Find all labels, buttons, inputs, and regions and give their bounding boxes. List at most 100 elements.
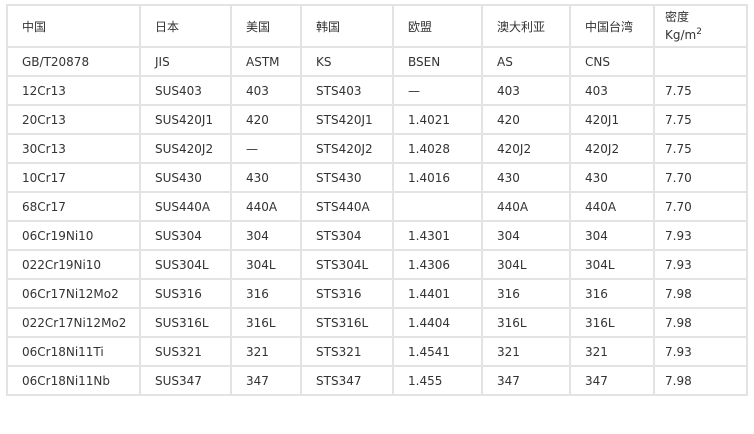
header-australia: 澳大利亚 [481, 4, 571, 48]
table-cell: 347 [481, 365, 571, 396]
table-row: 06Cr19Ni10 SUS304 304 STS304 1.4301 304 304 7.9… [6, 220, 748, 251]
table-cell: 430 [481, 162, 571, 193]
table-cell: 316 [481, 278, 571, 309]
table-cell: 1.4541 [392, 336, 483, 367]
table-cell: SUS420J2 [139, 133, 232, 164]
table-cell: 403 [481, 75, 571, 106]
table-cell: 304 [230, 220, 302, 251]
table-cell: STS403 [300, 75, 394, 106]
table-cell: 304L [481, 249, 571, 280]
table-cell: 316 [230, 278, 302, 309]
table-row: 20Cr13 SUS420J1 420 STS420J1 1.4021 420 420J1 7… [6, 104, 748, 135]
table-row: 022Cr19Ni10 SUS304L 304L STS304L 1.4306 304L 3… [6, 249, 748, 280]
header-usa: 美国 [230, 4, 302, 48]
header-japan: 日本 [139, 4, 232, 48]
table-cell: 12Cr13 [6, 75, 141, 106]
table-cell: 304 [569, 220, 655, 251]
table-cell: 347 [569, 365, 655, 396]
header-china: 中国 [6, 4, 141, 48]
table-cell: SUS316L [139, 307, 232, 338]
table-cell: 321 [569, 336, 655, 367]
table-cell: 440A [481, 191, 571, 222]
table-cell: 06Cr18Ni11Ti [6, 336, 141, 367]
table-cell: STS316L [300, 307, 394, 338]
table-cell: 7.93 [653, 336, 748, 367]
table-cell: 316L [569, 307, 655, 338]
table-cell: 68Cr17 [6, 191, 141, 222]
table-cell: STS430 [300, 162, 394, 193]
table-cell: KS [300, 46, 394, 77]
table-cell: 420 [230, 104, 302, 135]
table-cell: STS304L [300, 249, 394, 280]
table-cell: 30Cr13 [6, 133, 141, 164]
table-cell: 304L [230, 249, 302, 280]
table-cell: 10Cr17 [6, 162, 141, 193]
table-cell: BSEN [392, 46, 483, 77]
table-cell: 022Cr17Ni12Mo2 [6, 307, 141, 338]
table-cell: 403 [569, 75, 655, 106]
table-cell: SUS403 [139, 75, 232, 106]
table-cell: 7.93 [653, 249, 748, 280]
table-cell: STS347 [300, 365, 394, 396]
table-cell: 420J2 [569, 133, 655, 164]
table-cell: SUS321 [139, 336, 232, 367]
table-cell: 430 [569, 162, 655, 193]
table-cell: 7.98 [653, 307, 748, 338]
table-cell: 420J1 [569, 104, 655, 135]
header-eu: 欧盟 [392, 4, 483, 48]
density-unit-exponent: 2 [696, 26, 702, 37]
table-cell: SUS304L [139, 249, 232, 280]
header-density: 密度 Kg/m2 [653, 4, 748, 48]
header-row: 中国 日本 美国 韩国 欧盟 澳大利亚 中国台湾 密度 Kg/m2 [6, 4, 748, 48]
header-taiwan: 中国台湾 [569, 4, 655, 48]
table-cell: ASTM [230, 46, 302, 77]
table-cell: 321 [481, 336, 571, 367]
table-cell: GB/T20878 [6, 46, 141, 77]
table-cell: 7.98 [653, 278, 748, 309]
table-cell: — [392, 75, 483, 106]
table-cell: 420J2 [481, 133, 571, 164]
table-cell: 022Cr19Ni10 [6, 249, 141, 280]
table-cell: JIS [139, 46, 232, 77]
table-cell: 06Cr19Ni10 [6, 220, 141, 251]
table-cell: SUS316 [139, 278, 232, 309]
density-unit: Kg/m [665, 27, 697, 42]
table-row: GB/T20878 JIS ASTM KS BSEN AS CNS [6, 46, 748, 77]
table-cell: STS321 [300, 336, 394, 367]
table-cell: SUS347 [139, 365, 232, 396]
table-cell: STS420J2 [300, 133, 394, 164]
table-cell: 7.98 [653, 365, 748, 396]
table-cell [392, 191, 483, 222]
table-cell: 1.4021 [392, 104, 483, 135]
table-cell: 420 [481, 104, 571, 135]
table-cell: STS316 [300, 278, 394, 309]
table-cell: 1.4301 [392, 220, 483, 251]
density-label: 密度 [665, 9, 690, 24]
table-cell: 321 [230, 336, 302, 367]
table-cell: — [230, 133, 302, 164]
table-cell: 316L [481, 307, 571, 338]
table-row: 022Cr17Ni12Mo2 SUS316L 316L STS316L 1.4404 31… [6, 307, 748, 338]
table-cell: STS440A [300, 191, 394, 222]
table-cell: 06Cr17Ni12Mo2 [6, 278, 141, 309]
table-cell: 7.93 [653, 220, 748, 251]
table-cell: 7.75 [653, 104, 748, 135]
table-cell [653, 46, 748, 77]
table-cell: 304 [481, 220, 571, 251]
table-cell: 430 [230, 162, 302, 193]
table-cell: 06Cr18Ni11Nb [6, 365, 141, 396]
table-cell: SUS440A [139, 191, 232, 222]
header-korea: 韩国 [300, 4, 394, 48]
table-cell: 7.70 [653, 162, 748, 193]
table-cell: AS [481, 46, 571, 77]
table-row: 06Cr17Ni12Mo2 SUS316 316 STS316 1.4401 316 316… [6, 278, 748, 309]
table-cell: 1.4028 [392, 133, 483, 164]
table-cell: SUS430 [139, 162, 232, 193]
table-cell: 20Cr13 [6, 104, 141, 135]
table-row: 06Cr18Ni11Ti SUS321 321 STS321 1.4541 321 321 7… [6, 336, 748, 367]
table-cell: STS304 [300, 220, 394, 251]
table-row: 06Cr18Ni11Nb SUS347 347 STS347 1.455 347 347 7.… [6, 365, 748, 396]
table-cell: 1.455 [392, 365, 483, 396]
table-row: 10Cr17 SUS430 430 STS430 1.4016 430 430 7.70 [6, 162, 748, 193]
table-cell: 316 [569, 278, 655, 309]
